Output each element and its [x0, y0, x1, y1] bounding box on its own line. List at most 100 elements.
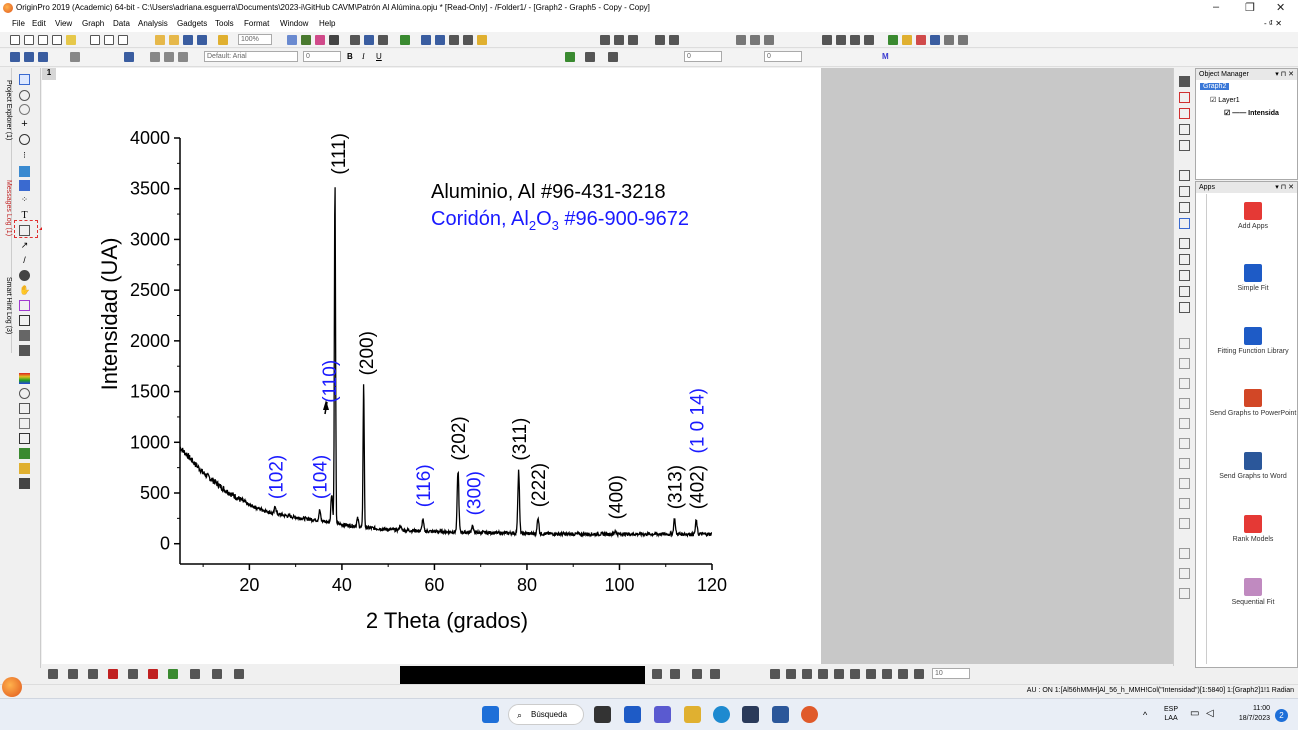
text-tool-icon[interactable]: T [21, 210, 28, 221]
panel-controls[interactable]: ▾ ⊓ ✕ [1275, 71, 1294, 78]
pattern-icon[interactable] [585, 52, 595, 62]
arrange-3-icon[interactable] [692, 669, 702, 679]
rtool-21-icon[interactable] [1179, 458, 1190, 469]
multi-plot-icon[interactable] [148, 669, 158, 679]
close-button[interactable]: ✕ [1276, 2, 1286, 14]
next-icon[interactable] [850, 35, 860, 45]
apps-panel-controls[interactable]: ▾ ⊓ ✕ [1275, 184, 1294, 191]
y-axis-icon[interactable] [750, 35, 760, 45]
arrange-2-icon[interactable] [670, 669, 680, 679]
rtool-4-icon[interactable] [1179, 124, 1190, 135]
line-width-select[interactable]: 0 [684, 51, 722, 62]
duplicate-icon[interactable] [315, 35, 325, 45]
data-selector-icon[interactable] [19, 166, 30, 177]
rtool-7-icon[interactable] [1179, 186, 1190, 197]
pointer-tool-icon[interactable] [19, 74, 30, 85]
menu-data[interactable]: Data [113, 19, 130, 28]
align-3-icon[interactable] [802, 669, 812, 679]
menu-analysis[interactable]: Analysis [138, 19, 168, 28]
3d-plot-icon[interactable] [212, 669, 222, 679]
code-builder-icon[interactable] [329, 35, 339, 45]
rtool-18-icon[interactable] [1179, 398, 1190, 409]
paint-icon[interactable] [124, 52, 134, 62]
rectangle-tool-icon[interactable] [19, 300, 30, 311]
align-10-icon[interactable] [914, 669, 924, 679]
arrange-1-icon[interactable] [652, 669, 662, 679]
rtool-14-icon[interactable] [1179, 302, 1190, 313]
teams-icon[interactable] [654, 706, 671, 723]
menu-format[interactable]: Format [244, 19, 270, 28]
menu-help[interactable]: Help [319, 19, 336, 28]
rtool-27-icon[interactable] [1179, 588, 1190, 599]
rtool-5-icon[interactable] [1179, 140, 1190, 151]
area-chart-icon[interactable] [628, 35, 638, 45]
rtool-12-icon[interactable] [1179, 270, 1190, 281]
rtool-25-icon[interactable] [1179, 548, 1190, 559]
move-tool-icon[interactable]: + [21, 118, 28, 130]
grid-tool-icon[interactable] [19, 478, 30, 489]
chevron-up-icon[interactable]: ^ [1143, 710, 1148, 720]
zoom-select[interactable]: 100% [238, 34, 272, 45]
color-scale-icon[interactable] [19, 373, 30, 384]
rtool-26-icon[interactable] [1179, 568, 1190, 579]
x-axis-icon[interactable] [736, 35, 746, 45]
align-4-icon[interactable] [818, 669, 828, 679]
save-project-icon[interactable] [183, 35, 193, 45]
app-rank-models[interactable]: Rank Models [1208, 515, 1298, 543]
rtool-24-icon[interactable] [1179, 518, 1190, 529]
new-project-icon[interactable] [10, 35, 20, 45]
windows-start-icon[interactable] [482, 706, 499, 723]
bar-chart-icon[interactable] [614, 35, 624, 45]
menu-graph[interactable]: Graph [82, 19, 105, 28]
refresh-icon[interactable] [301, 35, 311, 45]
rtool-20-icon[interactable] [1179, 438, 1190, 449]
edge-icon[interactable] [713, 706, 730, 723]
new-layout-icon[interactable] [90, 35, 100, 45]
rtool-23-icon[interactable] [1179, 498, 1190, 509]
table-2-icon[interactable] [24, 52, 34, 62]
worksheet-icon[interactable] [477, 35, 487, 45]
italic-button[interactable]: I [362, 52, 365, 61]
layer-icon[interactable] [449, 35, 459, 45]
merge-icon[interactable]: M [882, 52, 889, 61]
legend-icon[interactable] [19, 433, 30, 444]
grid-icon[interactable] [70, 52, 80, 62]
rtool-17-icon[interactable] [1179, 378, 1190, 389]
store-icon[interactable] [742, 706, 759, 723]
font-select[interactable]: Default: Arial [204, 51, 298, 62]
underline-button[interactable]: U [376, 52, 382, 61]
menu-edit[interactable]: Edit [32, 19, 46, 28]
maximize-button[interactable]: ❐ [1245, 2, 1255, 14]
line-plot-icon[interactable] [48, 669, 58, 679]
align-1-icon[interactable] [770, 669, 780, 679]
language-indicator[interactable]: ESP LAA [1164, 705, 1178, 723]
copy-icon[interactable] [164, 52, 174, 62]
hand-tool-icon[interactable]: ✋ [19, 285, 31, 295]
tree-item-plot[interactable]: ☑ —— Intensida [1224, 110, 1279, 117]
tab-project-explorer[interactable]: Project Explorer (1) [5, 79, 12, 141]
line-tool-icon[interactable]: / [23, 255, 26, 265]
rtool-3-icon[interactable] [1179, 108, 1190, 119]
previous-icon[interactable] [836, 35, 846, 45]
new-function-icon[interactable] [66, 35, 76, 45]
align-8-icon[interactable] [882, 669, 892, 679]
app-send-word[interactable]: Send Graphs to Word [1208, 452, 1298, 480]
fill-color-icon[interactable] [565, 52, 575, 62]
new-graph-icon[interactable] [38, 35, 48, 45]
tree-item-graph[interactable]: Graph2 [1200, 83, 1230, 90]
project-explorer-icon[interactable] [378, 35, 388, 45]
rtool-11-icon[interactable] [1179, 254, 1190, 265]
rtool-19-icon[interactable] [1179, 418, 1190, 429]
mask-icon[interactable]: ⁘ [21, 195, 28, 204]
layer-icon-tool[interactable] [19, 403, 30, 414]
reference-line-icon[interactable] [19, 463, 30, 474]
symbol-size-select[interactable]: 0 [764, 51, 802, 62]
area-plot-icon[interactable] [168, 669, 178, 679]
cut-icon[interactable] [150, 52, 160, 62]
stat-plot-icon[interactable] [128, 669, 138, 679]
data-reader-tool-icon[interactable]: ⁝ [23, 150, 26, 160]
app-4-icon[interactable] [930, 35, 940, 45]
network-icon[interactable]: ▭ [1190, 708, 1200, 719]
save-template-icon[interactable] [197, 35, 207, 45]
scatter-plot-icon[interactable] [68, 669, 78, 679]
